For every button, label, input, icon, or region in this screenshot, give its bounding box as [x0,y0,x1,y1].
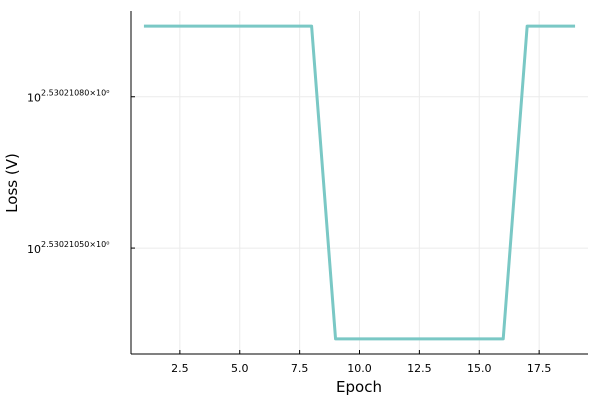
y-tick-label-base: 10 [27,92,41,105]
y-tick-label: 102.53021050×10⁰ [27,240,109,256]
y-tick-label: 102.53021080×10⁰ [27,89,109,105]
y-tick-label-base: 10 [27,243,41,256]
y-axis-label: Loss (V) [3,153,21,213]
x-tick-label: 7.5 [291,362,309,375]
x-tick-label: 17.5 [527,362,552,375]
y-tick-label-exponent: 2.53021080×10⁰ [41,89,109,98]
x-tick-label: 2.5 [171,362,189,375]
x-tick-label: 10.0 [347,362,372,375]
x-tick-label: 12.5 [407,362,432,375]
y-tick-label-exponent: 2.53021050×10⁰ [41,240,109,249]
series-line [143,24,576,341]
x-axis-label: Epoch [336,378,382,396]
grid-layer [131,11,588,354]
x-tick-label: 5.0 [231,362,249,375]
x-tick-label: 15.0 [467,362,492,375]
tick-layer: 2.5 5.0 7.5 10.0 12.5 15.0 17.5102.53021080×10… [27,89,551,375]
series-layer [143,24,576,341]
